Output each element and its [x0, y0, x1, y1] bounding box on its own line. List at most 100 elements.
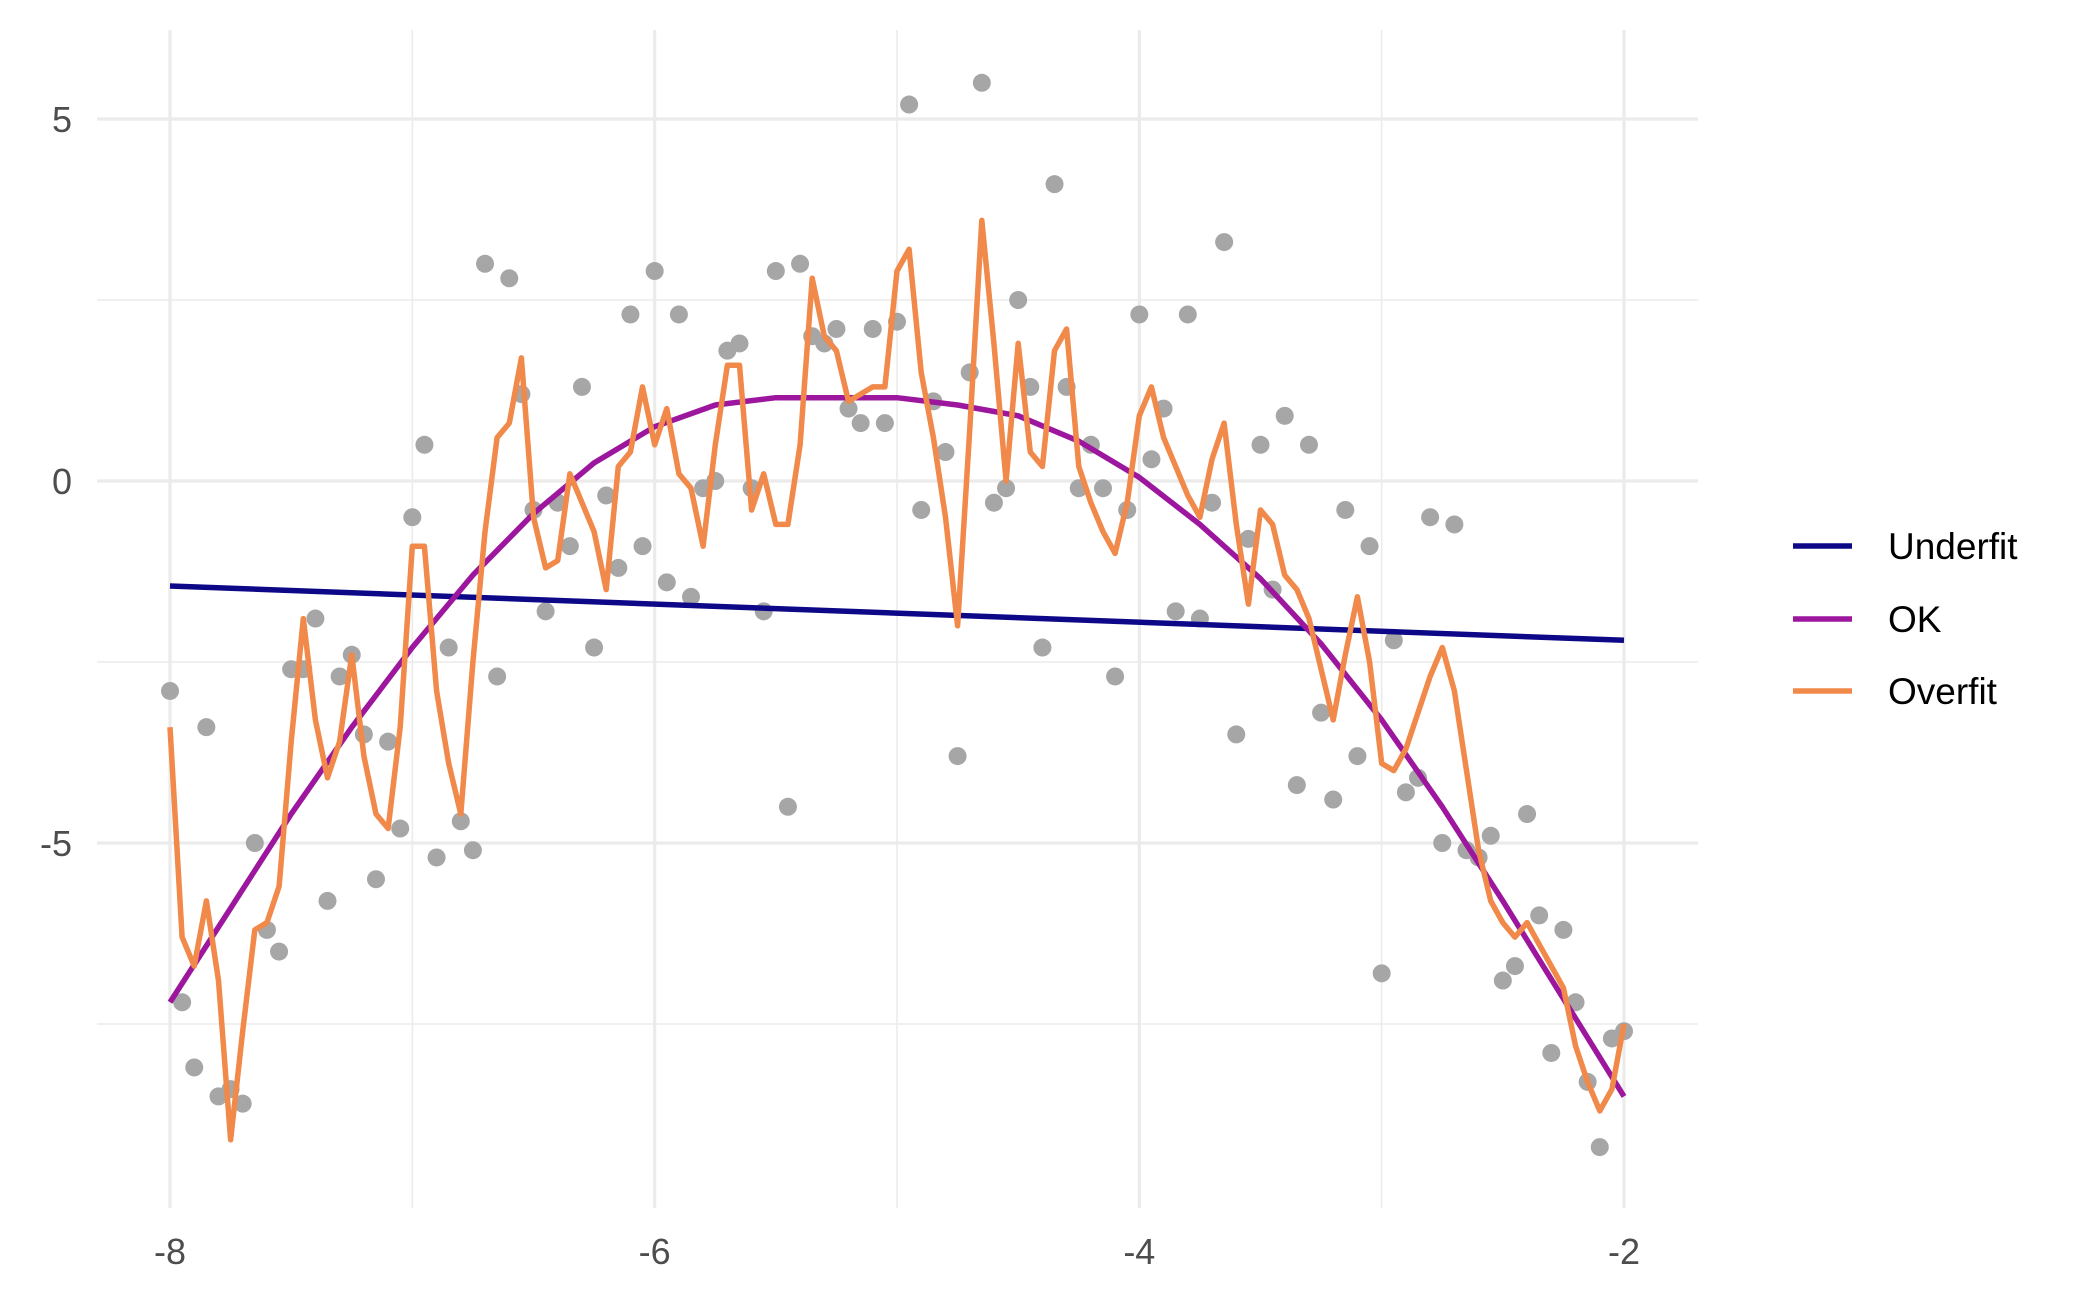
data-point: [791, 254, 810, 273]
data-point: [1433, 834, 1452, 852]
data-point: [851, 414, 870, 433]
x-tick-label: -6: [639, 1231, 671, 1272]
data-point: [488, 667, 507, 686]
data-point: [1312, 703, 1331, 722]
data-point: [500, 269, 519, 288]
data-point: [451, 812, 470, 831]
data-point: [1033, 638, 1052, 657]
data-point: [366, 870, 385, 889]
data-point: [1287, 776, 1306, 795]
data-point: [1178, 305, 1197, 324]
data-point: [1239, 529, 1258, 548]
minor-gridlines: [97, 30, 1698, 1208]
data-point: [197, 718, 216, 737]
data-point: [827, 319, 846, 338]
data-point: [1481, 826, 1500, 845]
data-point: [1009, 291, 1028, 309]
data-point: [863, 319, 882, 338]
data-point: [330, 667, 349, 686]
data-point: [1203, 493, 1222, 512]
data-point: [839, 399, 858, 418]
data-point: [900, 95, 919, 114]
data-point: [657, 573, 676, 592]
data-point: [948, 747, 967, 766]
data-point: [1045, 175, 1064, 194]
data-point: [1275, 406, 1294, 425]
x-tick-label: -8: [154, 1231, 186, 1272]
data-point: [875, 414, 894, 433]
major-gridlines: [97, 30, 1698, 1208]
y-tick-label: 5: [52, 99, 72, 140]
data-point: [1384, 631, 1403, 650]
data-point: [1348, 747, 1367, 766]
data-point: [463, 841, 482, 860]
data-point: [379, 732, 398, 751]
data-point: [439, 638, 458, 657]
data-point: [1530, 906, 1549, 925]
legend-label-overfit: Overfit: [1888, 671, 1998, 712]
data-point: [1130, 305, 1149, 324]
data-point: [1554, 920, 1573, 939]
data-point: [403, 508, 422, 527]
y-tick-label: 0: [52, 461, 72, 502]
legend-label-ok: OK: [1888, 599, 1942, 640]
data-point: [585, 638, 604, 657]
x-tick-label: -2: [1608, 1231, 1640, 1272]
data-point: [682, 587, 701, 606]
data-point: [1336, 500, 1355, 519]
data-point: [1324, 790, 1343, 809]
data-point: [415, 435, 434, 454]
data-point: [912, 500, 931, 519]
data-point: [1372, 964, 1391, 983]
series-line-overfit: [167, 217, 1627, 1143]
data-point: [1493, 971, 1512, 990]
data-point: [161, 681, 179, 700]
data-point: [972, 73, 991, 92]
data-point: [730, 334, 749, 353]
series-line-underfit: [169, 583, 1625, 644]
data-point: [1542, 1043, 1561, 1062]
data-point: [476, 254, 495, 273]
data-point: [754, 602, 773, 621]
data-point: [1251, 435, 1270, 454]
data-point: [1227, 725, 1246, 744]
x-tick-label: -4: [1123, 1231, 1155, 1272]
data-point: [609, 558, 628, 577]
data-point: [1093, 479, 1112, 498]
data-point: [778, 797, 797, 816]
y-axis-tick-labels: -5 0 5: [40, 99, 72, 864]
data-point: [173, 993, 192, 1012]
data-point: [1396, 783, 1415, 802]
data-point: [597, 486, 616, 505]
data-point: [633, 537, 652, 556]
data-point: [669, 305, 688, 324]
data-point: [1421, 508, 1440, 527]
data-point: [270, 942, 289, 961]
data-point: [1518, 805, 1537, 824]
data-point: [233, 1094, 252, 1113]
data-point: [1142, 450, 1161, 469]
data-point: [645, 262, 664, 281]
data-point: [997, 479, 1016, 498]
legend-label-underfit: Underfit: [1888, 526, 2018, 567]
data-point: [766, 262, 785, 281]
series-lines: [167, 217, 1627, 1143]
data-point: [391, 819, 410, 838]
y-tick-label: -5: [40, 823, 72, 864]
data-point: [1166, 602, 1185, 621]
x-axis-tick-labels: -8 -6 -4 -2: [154, 1231, 1640, 1272]
data-point: [245, 834, 264, 852]
data-point: [1445, 515, 1464, 534]
data-point: [1106, 667, 1125, 686]
data-point: [572, 377, 591, 396]
data-point: [984, 493, 1003, 512]
data-point: [1215, 233, 1234, 252]
data-point: [621, 305, 640, 324]
data-point: [318, 891, 337, 910]
series-line-ok: [167, 394, 1627, 1098]
data-point: [1360, 537, 1379, 556]
data-point: [185, 1058, 204, 1077]
data-point: [1590, 1138, 1609, 1157]
data-point: [427, 848, 446, 867]
